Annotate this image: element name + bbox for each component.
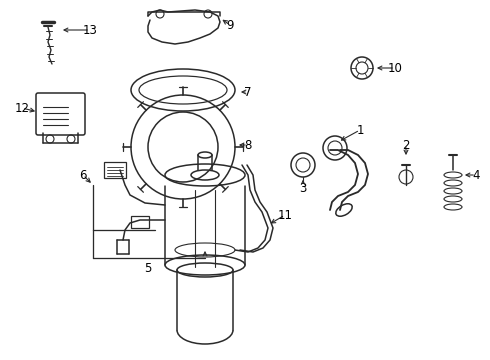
Text: 2: 2 [402, 139, 410, 152]
Text: 3: 3 [299, 181, 307, 194]
Text: 7: 7 [244, 86, 252, 99]
Text: 5: 5 [145, 261, 152, 275]
Text: 13: 13 [82, 23, 98, 36]
Text: 9: 9 [226, 18, 234, 32]
Text: 6: 6 [79, 168, 87, 181]
Text: 1: 1 [356, 123, 364, 136]
Text: 10: 10 [388, 62, 402, 75]
Text: 12: 12 [15, 102, 29, 114]
Text: 4: 4 [472, 168, 480, 181]
Text: 11: 11 [277, 208, 293, 221]
Text: 8: 8 [245, 139, 252, 152]
